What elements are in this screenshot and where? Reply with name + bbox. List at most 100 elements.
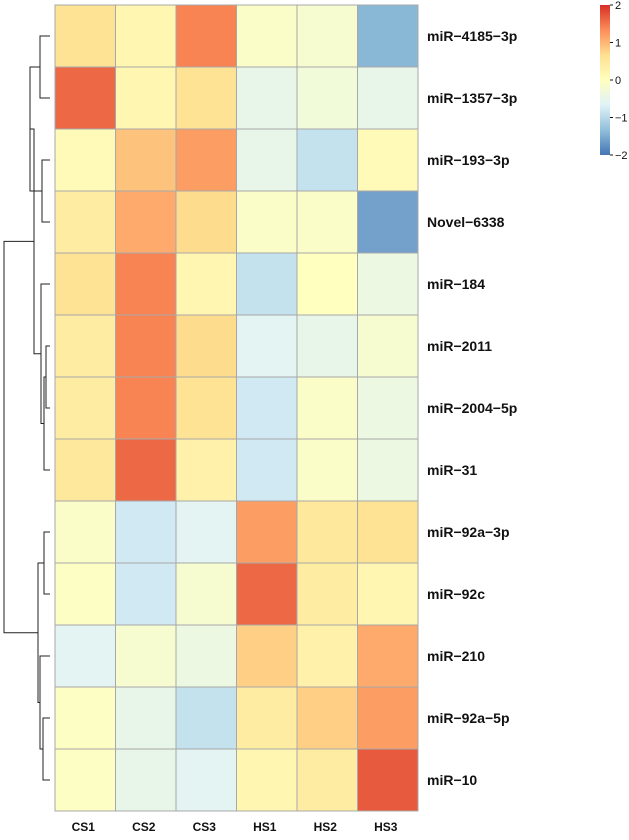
heatmap-cell <box>175 500 237 564</box>
heatmap-cell <box>236 376 298 440</box>
heatmap-cell <box>175 376 237 440</box>
heatmap-cell <box>236 190 298 254</box>
heatmap-cell <box>175 562 237 626</box>
heatmap-cell <box>357 686 419 750</box>
heatmap-cell <box>175 624 237 688</box>
heatmap-cell <box>175 438 237 502</box>
heatmap-cell <box>296 562 358 626</box>
heatmap-cell <box>115 128 177 192</box>
heatmap-cell <box>54 376 116 440</box>
dendrogram-branch <box>39 655 50 750</box>
heatmap-cell <box>175 4 237 68</box>
heatmap-cell <box>115 500 177 564</box>
heatmap-cell <box>357 376 419 440</box>
heatmap-cell <box>175 252 237 316</box>
dendrogram-branch <box>3 240 38 634</box>
row-label: miR−2011 <box>427 338 492 354</box>
heatmap-cell <box>296 438 358 502</box>
heatmap-cell <box>296 4 358 68</box>
heatmap-cell <box>54 252 116 316</box>
heatmap-cell <box>357 128 419 192</box>
row-label: miR−193−3p <box>427 152 510 168</box>
heatmap-cell <box>175 748 237 812</box>
heatmap-cell <box>296 252 358 316</box>
heatmap-cell <box>175 314 237 378</box>
row-label: Novel−6338 <box>427 214 505 230</box>
heatmap-cell <box>175 190 237 254</box>
row-label: miR−2004−5p <box>427 400 517 416</box>
column-label: HS1 <box>253 820 277 834</box>
heatmap-cell <box>236 66 298 130</box>
heatmap-cell <box>236 438 298 502</box>
heatmap-cell <box>115 438 177 502</box>
heatmap-cell <box>115 190 177 254</box>
heatmap-cell <box>357 500 419 564</box>
row-label: miR−184 <box>427 276 485 292</box>
column-label: CS1 <box>72 820 96 834</box>
column-label: CS3 <box>193 820 217 834</box>
heatmap-cell <box>357 314 419 378</box>
heatmap-cell <box>175 128 237 192</box>
row-labels: miR−4185−3p miR−1357−3p miR−193−3p Novel−63… <box>427 28 517 788</box>
dendrogram-branch <box>37 562 44 703</box>
heatmap-cell <box>115 562 177 626</box>
dendrogram-branch <box>42 717 50 781</box>
dendrogram-branch <box>43 376 50 471</box>
row-label: miR−92a−3p <box>427 524 510 540</box>
heatmap-cell <box>357 624 419 688</box>
heatmap-cell <box>115 376 177 440</box>
row-label: miR−1357−3p <box>427 90 517 106</box>
heatmap-cell <box>236 500 298 564</box>
heatmap-cell <box>236 562 298 626</box>
legend-tick-label: 2 <box>615 0 621 12</box>
heatmap-cell <box>357 4 419 68</box>
row-dendrogram <box>3 35 50 781</box>
heatmap-cell <box>115 314 177 378</box>
heatmap-cell <box>296 748 358 812</box>
heatmap-cell <box>236 128 298 192</box>
heatmap-cell <box>54 748 116 812</box>
column-label: CS2 <box>132 820 156 834</box>
column-label: HS2 <box>314 820 338 834</box>
legend-tick-label: −2 <box>615 150 628 162</box>
heatmap-cell <box>296 500 358 564</box>
heatmap-cell <box>296 314 358 378</box>
heatmap-cell <box>115 686 177 750</box>
color-legend: 2 1 0 −1 −2 <box>600 0 628 162</box>
heatmap-cell <box>236 748 298 812</box>
dendrogram-branch <box>45 345 50 409</box>
legend-tick-label: 1 <box>615 38 621 50</box>
heatmap-cell <box>54 624 116 688</box>
heatmap-cell <box>296 376 358 440</box>
legend-tick-label: −1 <box>615 113 628 125</box>
row-label: miR−4185−3p <box>427 28 517 44</box>
row-label: miR−31 <box>427 462 477 478</box>
row-label: miR−92c <box>427 586 485 602</box>
heatmap-cell <box>296 128 358 192</box>
heatmap-cell <box>115 624 177 688</box>
column-labels: CS1 CS2 CS3 HS1 HS2 HS3 <box>72 820 398 834</box>
heatmap-cell <box>296 190 358 254</box>
heatmap-cell <box>357 66 419 130</box>
heatmap-cell <box>296 66 358 130</box>
heatmap-cell <box>54 4 116 68</box>
heatmap-cell <box>54 438 116 502</box>
row-label: miR−10 <box>427 772 477 788</box>
heatmap-cell <box>236 4 298 68</box>
heatmap-cell <box>54 128 116 192</box>
heatmap-cell <box>54 500 116 564</box>
legend-tick-label: 0 <box>615 75 621 87</box>
heatmap-cell <box>357 252 419 316</box>
heatmap-cell <box>54 190 116 254</box>
heatmap-cell <box>54 686 116 750</box>
heatmap-cell <box>296 686 358 750</box>
heatmap-cell <box>54 66 116 130</box>
heatmap-cell <box>115 4 177 68</box>
heatmap-cell <box>236 624 298 688</box>
heatmap-cell <box>175 66 237 130</box>
row-label: miR−92a−5p <box>427 710 510 726</box>
heatmap-cell <box>357 562 419 626</box>
heatmap-cells <box>54 4 419 812</box>
heatmap-cell <box>54 314 116 378</box>
